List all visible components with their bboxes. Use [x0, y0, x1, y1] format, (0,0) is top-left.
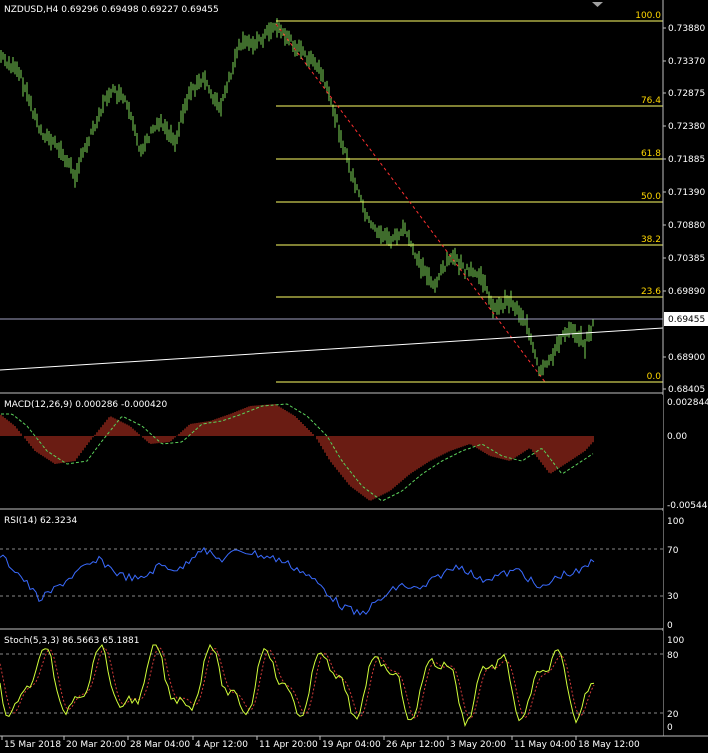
time-tick-label: 3 May 20:00	[450, 740, 506, 750]
price-tick-label: 0.73880	[668, 24, 705, 34]
time-tick-label: 26 Apr 12:00	[386, 740, 445, 750]
stoch-signal-line	[0, 646, 595, 720]
fib-level-label: 50.0	[641, 192, 661, 202]
stoch-main-line	[0, 643, 595, 728]
stoch-tick-label: 80	[667, 651, 679, 661]
fibonacci-retracement: 100.0 76.4 61.8 50.0 38.2 23.6 0.0	[276, 11, 663, 383]
fib-level-label: 76.4	[641, 96, 661, 106]
price-axis: 0.73880 0.73370 0.72875 0.72380 0.71885 0.713…	[663, 24, 705, 395]
rsi-line	[0, 546, 595, 616]
time-tick-label: 18 May 12:00	[578, 740, 640, 750]
time-tick-label: 15 Mar 2018	[4, 740, 61, 750]
price-tick-label: 0.68900	[668, 353, 705, 363]
rsi-tick-label: 30	[667, 592, 679, 602]
time-tick-label: 11 May 04:00	[514, 740, 576, 750]
macd-header: MACD(12,26,9) 0.000286 -0.000420	[4, 400, 167, 410]
price-bars	[0, 18, 594, 377]
macd-signal-line	[1, 403, 594, 502]
price-tick-label: 0.71390	[668, 188, 705, 198]
rsi-tick-label: 100	[667, 517, 684, 527]
fib-level-label: 38.2	[641, 235, 661, 245]
current-price-tag: 0.69455	[664, 312, 708, 326]
price-header: NZDUSD,H4 0.69296 0.69498 0.69227 0.6945…	[4, 5, 219, 15]
macd-tick-label: 0.00	[667, 432, 687, 442]
fib-level-label: 61.8	[641, 149, 661, 159]
price-tick-label: 0.69890	[668, 287, 705, 297]
time-tick-label: 4 Apr 12:00	[195, 740, 248, 750]
stoch-panel[interactable]: Stoch(5,3,3) 86.5663 65.1881	[0, 631, 663, 736]
macd-tick-label: -0.005445	[667, 501, 708, 511]
price-tick-label: 0.68405	[668, 385, 705, 395]
trend-line-white[interactable]	[0, 327, 664, 371]
macd-histogram	[0, 404, 594, 501]
rsi-tick-label: 70	[667, 546, 679, 556]
rsi-panel[interactable]: RSI(14) 62.3234	[0, 511, 663, 628]
price-tick-label: 0.71885	[668, 155, 705, 165]
price-tick-label: 0.70880	[668, 221, 705, 231]
stoch-axis: 100 80 20 0	[667, 636, 684, 733]
time-tick-label: 28 Mar 04:00	[130, 740, 190, 750]
rsi-axis: 100 70 30 0	[667, 517, 684, 631]
price-tick-label: 0.73370	[668, 57, 705, 67]
stoch-tick-label: 0	[667, 723, 673, 733]
rsi-header: RSI(14) 62.3234	[4, 516, 77, 526]
fib-level-label: 23.6	[641, 287, 661, 297]
price-tick-label: 0.72380	[668, 122, 705, 132]
time-tick-label: 11 Apr 20:00	[259, 740, 318, 750]
macd-axis: 0.002844 0.00 -0.005445	[667, 398, 708, 511]
stoch-header: Stoch(5,3,3) 86.5663 65.1881	[4, 636, 139, 646]
trend-line-red[interactable]	[275, 23, 546, 383]
macd-panel[interactable]: MACD(12,26,9) 0.000286 -0.000420	[0, 395, 663, 508]
current-price-label: 0.69455	[668, 315, 705, 325]
stoch-tick-label: 100	[667, 636, 684, 646]
time-tick-label: 20 Mar 20:00	[66, 740, 126, 750]
scroll-marker-icon[interactable]	[592, 2, 603, 7]
price-panel[interactable]: 100.0 76.4 61.8 50.0 38.2 23.6 0.0 NZDUSD,H4 0…	[0, 0, 664, 393]
time-axis: 15 Mar 2018 20 Mar 20:00 28 Mar 04:00 4 Apr…	[1, 736, 640, 750]
price-tick-label: 0.70385	[668, 254, 705, 264]
price-tick-label: 0.72875	[668, 89, 705, 99]
fib-level-label: 100.0	[635, 11, 661, 21]
time-tick-label: 19 Apr 04:00	[322, 740, 381, 750]
stoch-tick-label: 20	[667, 710, 679, 720]
fib-level-label: 0.0	[647, 372, 662, 382]
rsi-tick-label: 0	[667, 621, 673, 631]
macd-tick-label: 0.002844	[667, 398, 708, 408]
